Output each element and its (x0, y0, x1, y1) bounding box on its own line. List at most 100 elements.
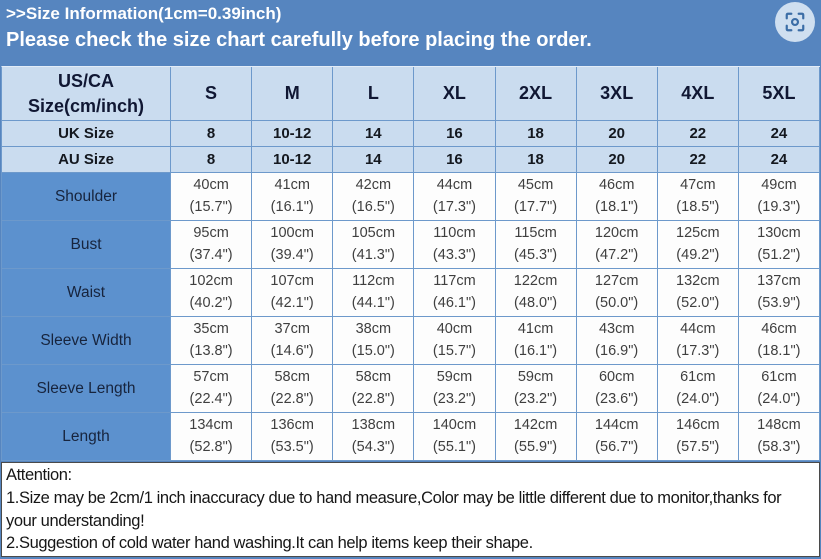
measurement-row: Bust 95cm (37.4") 100cm (39.4") 105cm (41.3") 1… (2, 221, 820, 269)
measurement-cm: 132cm (676, 272, 720, 289)
attention-note-2: 2.Suggestion of cold water hand washing.… (6, 534, 533, 553)
measurement-cm: 148cm (757, 416, 801, 433)
measurement-inch: (49.2") (676, 246, 720, 263)
measurement-inch: (56.7") (595, 438, 639, 455)
measurement-label: Waist (2, 269, 171, 317)
measurement-cm: 49cm (761, 176, 797, 193)
measurement-inch: (46.1") (432, 294, 476, 311)
size-row: UK Size 8 10-12 14 16 18 20 22 24 (2, 121, 820, 147)
size-value-cell: 10-12 (252, 121, 334, 147)
measurement-inch: (22.8") (270, 390, 314, 407)
measurement-inch: (52.8") (189, 438, 233, 455)
measurement-inch: (17.7") (514, 198, 558, 215)
size-header-cell: 4XL (657, 67, 739, 121)
measurement-cell: 112cm (44.1") (333, 269, 415, 317)
measurement-cm: 37cm (274, 320, 310, 337)
measurement-cm: 146cm (676, 416, 720, 433)
measurement-cm: 58cm (274, 368, 310, 385)
size-header-cell: 5XL (738, 67, 820, 121)
size-header-row: US/CA Size(cm/inch) S M L XL 2XL 3XL 4XL 5XL (2, 67, 820, 121)
measurement-cm: 110cm (433, 224, 476, 241)
measurement-label: Shoulder (2, 173, 171, 221)
size-header-cell: S (171, 67, 253, 121)
measurement-cm: 47cm (680, 176, 716, 193)
measurement-inch: (50.0") (595, 294, 639, 311)
measurement-inch: (23.6") (595, 390, 639, 407)
measurement-cell: 107cm (42.1") (252, 269, 334, 317)
measurement-cell: 58cm (22.8") (333, 365, 415, 413)
size-header-cell: L (333, 67, 415, 121)
measurement-cm: 61cm (680, 368, 716, 385)
measurement-cell: 142cm (55.9") (495, 413, 577, 461)
measurement-inch: (53.5") (270, 438, 314, 455)
measurement-cm: 100cm (270, 224, 314, 241)
size-header-cell: 3XL (576, 67, 658, 121)
measurement-cm: 40cm (193, 176, 229, 193)
attention-note-1: 1.Size may be 2cm/1 inch inaccuracy due … (6, 488, 782, 530)
measurement-cell: 138cm (54.3") (333, 413, 415, 461)
size-header-cell: 2XL (495, 67, 577, 121)
size-value-cell: 10-12 (252, 147, 334, 173)
measurement-label: Sleeve Length (2, 365, 171, 413)
measurement-cm: 107cm (270, 272, 314, 289)
measurement-inch: (16.1") (270, 198, 314, 215)
measurement-cm: 142cm (513, 416, 558, 433)
measurement-cell: 42cm (16.5") (333, 173, 415, 221)
measurement-inch: (15.0") (351, 342, 395, 359)
measurement-inch: (16.5") (351, 198, 395, 215)
measurement-inch: (24.0") (757, 390, 801, 407)
size-value-cell: 8 (171, 147, 253, 173)
corner-header-line-1: US/CA (57, 71, 114, 92)
measurement-cm: 122cm (513, 272, 558, 289)
measurement-cell: 136cm (53.5") (252, 413, 334, 461)
size-row-label: UK Size (2, 121, 171, 147)
measurement-cell: 59cm (23.2") (414, 365, 496, 413)
measurement-cm: 44cm (436, 176, 473, 193)
measurement-cell: 43cm (16.9") (576, 317, 658, 365)
measurement-cm: 42cm (355, 176, 392, 193)
measurement-cell: 120cm (47.2") (576, 221, 658, 269)
measurement-cell: 148cm (58.3") (738, 413, 820, 461)
measurement-cm: 140cm (432, 416, 477, 433)
measurement-cell: 38cm (15.0") (333, 317, 415, 365)
measurement-row: Sleeve Length 57cm (22.4") 58cm (22.8") 58cm (… (2, 365, 820, 413)
measurement-label: Length (2, 413, 171, 461)
measurement-cm: 43cm (598, 320, 635, 337)
size-row-label: AU Size (2, 147, 171, 173)
size-header-cell: M (252, 67, 334, 121)
measurement-inch: (41.3") (351, 246, 395, 263)
measurement-cell: 59cm (23.2") (495, 365, 577, 413)
measurement-inch: (24.0") (676, 390, 720, 407)
measurement-inch: (42.1") (270, 294, 314, 311)
measurement-row: Sleeve Width 35cm (13.8") 37cm (14.6") 38cm (1… (2, 317, 820, 365)
measurement-inch: (39.4") (270, 246, 314, 263)
measurement-inch: (17.3") (676, 342, 720, 359)
measurement-cm: 115cm (514, 224, 557, 241)
measurement-cm: 95cm (193, 224, 229, 241)
measurement-inch: (51.2") (757, 246, 801, 263)
measurement-cm: 44cm (680, 320, 716, 337)
measurement-inch: (22.8") (351, 390, 395, 407)
measurement-cell: 61cm (24.0") (738, 365, 820, 413)
size-table: US/CA Size(cm/inch) S M L XL 2XL 3XL 4XL 5XL UK Si… (1, 66, 820, 461)
measurement-cell: 105cm (41.3") (333, 221, 415, 269)
measurement-cell: 37cm (14.6") (252, 317, 334, 365)
measurement-cm: 60cm (598, 368, 635, 385)
measurement-cell: 130cm (51.2") (738, 221, 820, 269)
measurement-cell: 117cm (46.1") (414, 269, 496, 317)
measurement-inch: (48.0") (514, 294, 558, 311)
measurement-cell: 132cm (52.0") (657, 269, 739, 317)
measurement-cell: 40cm (15.7") (171, 173, 253, 221)
measurement-cell: 57cm (22.4") (171, 365, 253, 413)
size-value-cell: 16 (414, 147, 496, 173)
image-search-button[interactable] (775, 2, 815, 42)
size-row: AU Size 8 10-12 14 16 18 20 22 24 (2, 147, 820, 173)
measurement-cell: 44cm (17.3") (657, 317, 739, 365)
measurement-inch: (15.7") (189, 198, 233, 215)
size-value-cell: 20 (576, 147, 658, 173)
measurement-row: Length 134cm (52.8") 136cm (53.5") 138cm (54.3… (2, 413, 820, 461)
measurement-cell: 140cm (55.1") (414, 413, 496, 461)
measurement-inch: (13.8") (189, 342, 233, 359)
measurement-inch: (55.9") (514, 438, 558, 455)
measurement-cell: 134cm (52.8") (171, 413, 253, 461)
